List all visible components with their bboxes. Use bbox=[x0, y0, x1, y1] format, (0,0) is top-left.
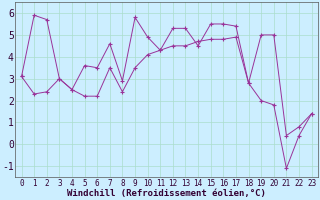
X-axis label: Windchill (Refroidissement éolien,°C): Windchill (Refroidissement éolien,°C) bbox=[67, 189, 266, 198]
